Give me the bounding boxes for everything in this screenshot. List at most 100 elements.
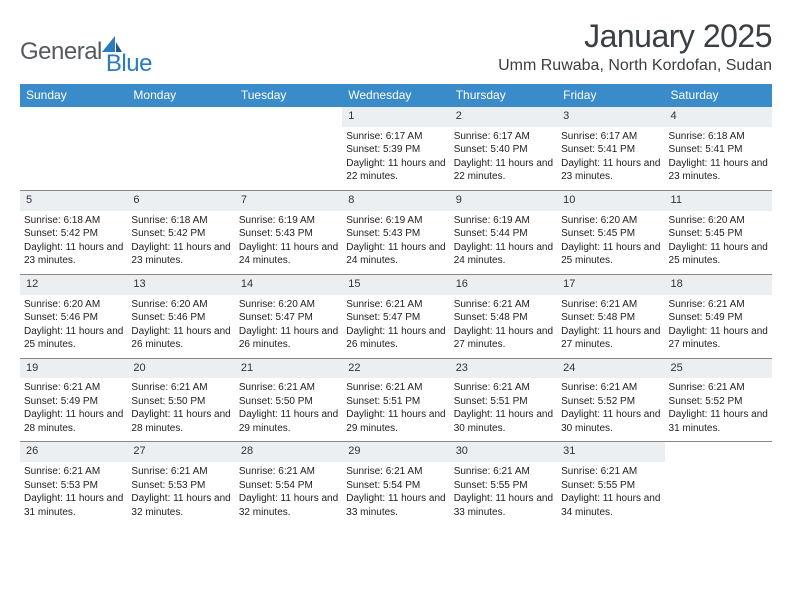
calendar-day: 23Sunrise: 6:21 AMSunset: 5:51 PMDayligh… [450,359,557,442]
daylight-line: Daylight: 11 hours and 25 minutes. [561,241,660,268]
weekday-label: Saturday [665,84,772,107]
daylight-line: Daylight: 11 hours and 28 minutes. [131,408,230,435]
sunrise-line: Sunrise: 6:21 AM [561,381,660,395]
sunrise-line: Sunrise: 6:21 AM [239,465,338,479]
sunset-line: Sunset: 5:40 PM [454,143,553,157]
calendar-day: 9Sunrise: 6:19 AMSunset: 5:44 PMDaylight… [450,191,557,274]
sunrise-line: Sunrise: 6:17 AM [454,130,553,144]
daylight-line: Daylight: 11 hours and 28 minutes. [24,408,123,435]
sunrise-line: Sunrise: 6:21 AM [239,381,338,395]
sunset-line: Sunset: 5:54 PM [239,479,338,493]
weekday-label: Thursday [450,84,557,107]
day-number: 15 [342,275,449,295]
calendar-day: 18Sunrise: 6:21 AMSunset: 5:49 PMDayligh… [665,275,772,358]
calendar-day: 6Sunrise: 6:18 AMSunset: 5:42 PMDaylight… [127,191,234,274]
day-number: 27 [127,442,234,462]
day-number: 4 [665,107,772,127]
day-number: 16 [450,275,557,295]
sunset-line: Sunset: 5:53 PM [24,479,123,493]
day-number: 28 [235,442,342,462]
calendar-day: 24 Sunrise: 6:21 AMSunset: 5:52 PMDayligh… [557,359,664,442]
sunrise-line: Sunrise: 6:20 AM [561,214,660,228]
day-number: 14 [235,275,342,295]
day-number: 24 [557,359,664,379]
sunrise-line: Sunrise: 6:17 AM [561,130,660,144]
sunset-line: Sunset: 5:48 PM [454,311,553,325]
sunrise-line: Sunrise: 6:21 AM [131,381,230,395]
calendar-week: 5Sunrise: 6:18 AMSunset: 5:42 PMDaylight… [20,191,772,275]
location-subtitle: Umm Ruwaba, North Kordofan, Sudan [498,57,772,75]
sunset-line: Sunset: 5:47 PM [239,311,338,325]
calendar-week: 12Sunrise: 6:20 AMSunset: 5:46 PMDayligh… [20,275,772,359]
daylight-line: Daylight: 11 hours and 23 minutes. [669,157,768,184]
sunset-line: Sunset: 5:46 PM [131,311,230,325]
calendar: SundayMondayTuesdayWednesdayThursdayFrid… [20,84,772,525]
sunrise-line: Sunrise: 6:21 AM [454,465,553,479]
day-number: 31 [557,442,664,462]
calendar-day: 19Sunrise: 6:21 AMSunset: 5:49 PMDayligh… [20,359,127,442]
sunrise-line: Sunrise: 6:19 AM [239,214,338,228]
calendar-day: 14Sunrise: 6:20 AMSunset: 5:47 PMDayligh… [235,275,342,358]
sunset-line: Sunset: 5:52 PM [561,395,660,409]
calendar-week: 1Sunrise: 6:17 AMSunset: 5:39 PMDaylight… [20,107,772,191]
weekday-label: Friday [557,84,664,107]
daylight-line: Daylight: 11 hours and 23 minutes. [561,157,660,184]
brand-logo: General Blue [20,18,152,78]
calendar-day: 15Sunrise: 6:21 AMSunset: 5:47 PMDayligh… [342,275,449,358]
sunrise-line: Sunrise: 6:17 AM [346,130,445,144]
title-block: January 2025 Umm Ruwaba, North Kordofan,… [498,18,772,75]
calendar-day [127,107,234,190]
sunset-line: Sunset: 5:49 PM [669,311,768,325]
calendar-day: 31Sunrise: 6:21 AMSunset: 5:55 PMDayligh… [557,442,664,525]
daylight-line: Daylight: 11 hours and 33 minutes. [454,492,553,519]
calendar-day: 22Sunrise: 6:21 AMSunset: 5:51 PMDayligh… [342,359,449,442]
daylight-line: Daylight: 11 hours and 33 minutes. [346,492,445,519]
sunset-line: Sunset: 5:43 PM [239,227,338,241]
calendar-day: 11Sunrise: 6:20 AMSunset: 5:45 PMDayligh… [665,191,772,274]
daylight-line: Daylight: 11 hours and 31 minutes. [24,492,123,519]
day-number: 10 [557,191,664,211]
sunrise-line: Sunrise: 6:19 AM [454,214,553,228]
calendar-day: 26Sunrise: 6:21 AMSunset: 5:53 PMDayligh… [20,442,127,525]
sunset-line: Sunset: 5:42 PM [24,227,123,241]
sunrise-line: Sunrise: 6:18 AM [24,214,123,228]
calendar-day: 2Sunrise: 6:17 AMSunset: 5:40 PMDaylight… [450,107,557,190]
sunset-line: Sunset: 5:49 PM [24,395,123,409]
daylight-line: Daylight: 11 hours and 25 minutes. [669,241,768,268]
day-number: 3 [557,107,664,127]
daylight-line: Daylight: 11 hours and 34 minutes. [561,492,660,519]
daylight-line: Daylight: 11 hours and 32 minutes. [131,492,230,519]
day-number: 13 [127,275,234,295]
sunrise-line: Sunrise: 6:20 AM [131,298,230,312]
day-number: 11 [665,191,772,211]
sunset-line: Sunset: 5:47 PM [346,311,445,325]
daylight-line: Daylight: 11 hours and 30 minutes. [561,408,660,435]
calendar-day: 17Sunrise: 6:21 AMSunset: 5:48 PMDayligh… [557,275,664,358]
sunrise-line: Sunrise: 6:21 AM [131,465,230,479]
day-number: 7 [235,191,342,211]
sunset-line: Sunset: 5:50 PM [131,395,230,409]
calendar-day [665,442,772,525]
calendar-day: 25Sunrise: 6:21 AMSunset: 5:52 PMDayligh… [665,359,772,442]
daylight-line: Daylight: 11 hours and 29 minutes. [346,408,445,435]
calendar-day: 7 Sunrise: 6:19 AMSunset: 5:43 PMDaylight… [235,191,342,274]
day-number: 19 [20,359,127,379]
brand-sail-icon [102,34,122,52]
daylight-line: Daylight: 11 hours and 27 minutes. [561,325,660,352]
day-number: 30 [450,442,557,462]
sunrise-line: Sunrise: 6:21 AM [346,465,445,479]
daylight-line: Daylight: 11 hours and 31 minutes. [669,408,768,435]
sunset-line: Sunset: 5:50 PM [239,395,338,409]
month-title: January 2025 [498,18,772,55]
daylight-line: Daylight: 11 hours and 24 minutes. [239,241,338,268]
sunset-line: Sunset: 5:41 PM [669,143,768,157]
calendar-day: 30Sunrise: 6:21 AMSunset: 5:55 PMDayligh… [450,442,557,525]
sunset-line: Sunset: 5:45 PM [561,227,660,241]
sunrise-line: Sunrise: 6:21 AM [454,298,553,312]
page-header: General Blue January 2025 Umm Ruwaba, No… [20,18,772,78]
sunrise-line: Sunrise: 6:21 AM [24,465,123,479]
daylight-line: Daylight: 11 hours and 30 minutes. [454,408,553,435]
sunset-line: Sunset: 5:52 PM [669,395,768,409]
sunrise-line: Sunrise: 6:20 AM [669,214,768,228]
daylight-line: Daylight: 11 hours and 22 minutes. [454,157,553,184]
